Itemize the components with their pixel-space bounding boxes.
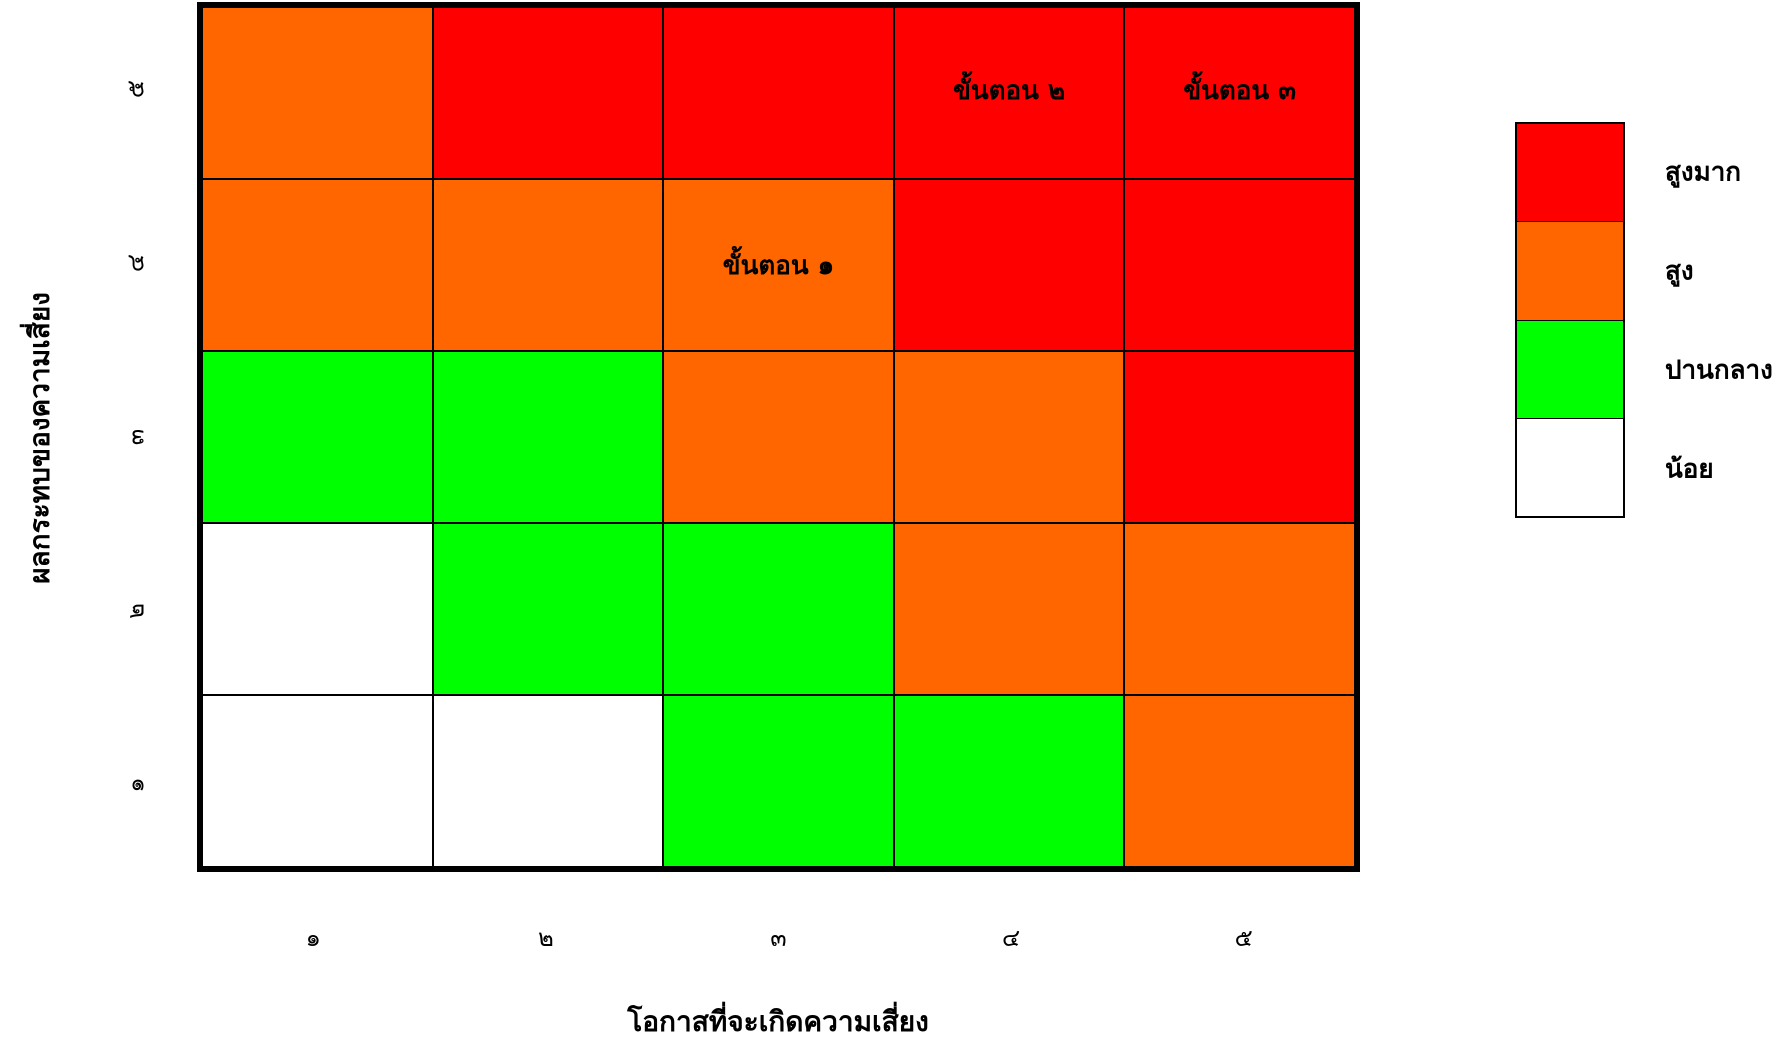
matrix-cell bbox=[1124, 695, 1355, 867]
legend-label: สูง bbox=[1665, 256, 1694, 286]
legend-swatch bbox=[1517, 124, 1623, 223]
matrix-cell bbox=[432, 7, 664, 179]
x-tick-label: ๔ bbox=[1002, 924, 1021, 952]
legend-swatch bbox=[1517, 418, 1623, 516]
y-tick-label: ๒ bbox=[121, 603, 150, 619]
matrix-cell bbox=[202, 179, 433, 351]
matrix-cell bbox=[1124, 351, 1355, 523]
matrix-cell bbox=[663, 351, 894, 523]
y-tick-label: ๑ bbox=[121, 777, 150, 793]
legend bbox=[1515, 122, 1625, 518]
matrix-cell bbox=[663, 523, 894, 695]
matrix-cell bbox=[432, 351, 664, 523]
x-tick-label: ๕ bbox=[1234, 924, 1253, 952]
matrix-cell bbox=[202, 523, 433, 695]
y-tick-label: ๓ bbox=[121, 428, 150, 446]
x-axis-label: โอกาสที่จะเกิดความเสี่ยง bbox=[627, 1005, 929, 1038]
matrix-cell bbox=[893, 695, 1125, 867]
matrix-cell: ขั้นตอน ๓ bbox=[1124, 7, 1355, 179]
matrix-cell bbox=[202, 7, 433, 179]
matrix-cell bbox=[663, 7, 894, 179]
x-tick-label: ๑ bbox=[305, 924, 321, 952]
y-axis-label: ผลกระทบของความเสี่ยง bbox=[23, 292, 56, 584]
y-tick-label: ๔ bbox=[121, 253, 150, 273]
matrix-cell bbox=[202, 351, 433, 523]
legend-label: สูงมาก bbox=[1665, 157, 1742, 187]
x-tick-label: ๓ bbox=[770, 924, 787, 952]
matrix-cell bbox=[432, 695, 664, 867]
matrix-cell bbox=[432, 179, 664, 351]
matrix-cell bbox=[893, 523, 1125, 695]
cell-annotation: ขั้นตอน ๑ bbox=[722, 250, 835, 281]
risk-matrix: ขั้นตอน ๒ ขั้นตอน ๓ขั้นตอน ๑ bbox=[197, 2, 1360, 872]
matrix-cell bbox=[663, 695, 894, 867]
cell-annotation: ขั้นตอน ๓ bbox=[1183, 76, 1297, 106]
x-tick-label: ๒ bbox=[537, 924, 554, 952]
legend-swatch bbox=[1517, 222, 1623, 321]
matrix-cell bbox=[202, 695, 433, 867]
matrix-cell bbox=[432, 523, 664, 695]
legend-label: ปานกลาง bbox=[1665, 355, 1773, 385]
cell-annotation: ขั้นตอน ๒ bbox=[953, 76, 1066, 106]
matrix-cell: ขั้นตอน ๑ bbox=[663, 179, 894, 351]
matrix-cell bbox=[1124, 523, 1355, 695]
matrix-cell bbox=[1124, 179, 1355, 351]
matrix-cell: ขั้นตอน ๒ bbox=[893, 7, 1125, 179]
legend-swatch bbox=[1517, 320, 1623, 419]
matrix-cell bbox=[893, 351, 1125, 523]
matrix-cell bbox=[893, 179, 1125, 351]
y-tick-label: ๕ bbox=[121, 79, 150, 99]
legend-label: น้อย bbox=[1665, 454, 1714, 484]
